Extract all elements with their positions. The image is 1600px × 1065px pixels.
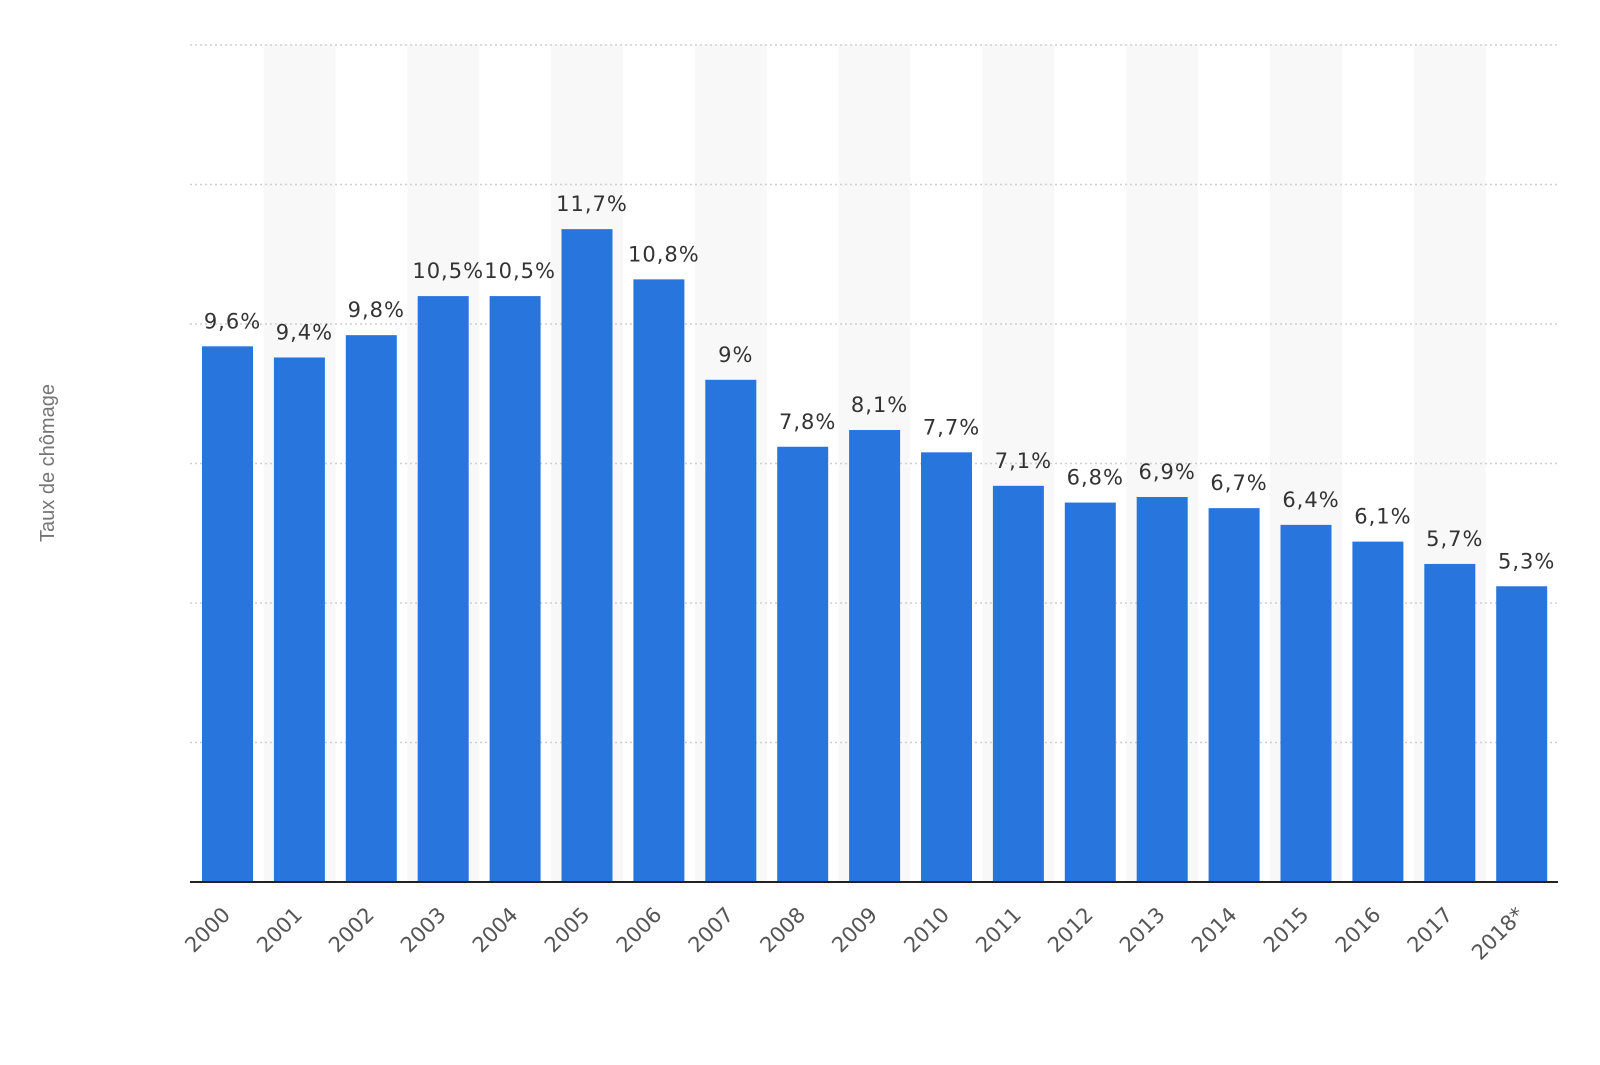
x-tick-label: 2017 (1403, 903, 1458, 958)
data-label: 11,7% (556, 192, 628, 216)
x-tick-label: 2007 (684, 903, 739, 958)
data-label: 6,8% (1067, 466, 1124, 490)
x-tick-label: 2015 (1259, 903, 1314, 958)
data-label: 9,6% (204, 309, 261, 333)
x-tick-label: 2012 (1043, 903, 1098, 958)
bar-2009[interactable] (849, 430, 901, 882)
data-label: 9,8% (348, 298, 405, 322)
data-label: 10,5% (412, 259, 484, 283)
data-label: 6,7% (1210, 471, 1267, 495)
bar-2001[interactable] (273, 357, 325, 883)
bar-2006[interactable] (633, 279, 685, 882)
bar-2016[interactable] (1352, 541, 1404, 882)
x-tick-label: 2000 (180, 903, 235, 958)
x-tick-label: 2006 (612, 903, 667, 958)
x-tick-label: 2003 (396, 903, 451, 958)
x-tick-label: 2011 (971, 903, 1026, 958)
data-label: 5,7% (1426, 527, 1483, 551)
data-label: 10,8% (628, 242, 700, 266)
data-label: 6,9% (1139, 460, 1196, 484)
x-tick-labels: 2000 2001 2002 2003 2004 2005 2006 2007 2008 2009… (180, 903, 1529, 965)
data-label: 8,1% (851, 393, 908, 417)
bar-2005[interactable] (561, 229, 613, 882)
bars (202, 229, 1548, 883)
data-label: 6,4% (1282, 488, 1339, 512)
x-tick-label: 2002 (324, 903, 379, 958)
bar-2011[interactable] (992, 485, 1044, 882)
bar-2002[interactable] (345, 335, 397, 882)
x-tick-label: 2001 (252, 903, 307, 958)
x-tick-label: 2008 (755, 903, 810, 958)
data-labels: 9,6% 9,4% 9,8% 10,5% 10,5% 11,7% 10,8% 9% 7,8% 8,… (204, 192, 1555, 573)
data-label: 6,1% (1354, 505, 1411, 529)
x-tick-label: 2018* (1467, 903, 1529, 965)
x-tick-label: 2009 (827, 903, 882, 958)
bar-2017[interactable] (1424, 563, 1476, 882)
bar-2000[interactable] (202, 346, 253, 882)
x-tick-label: 2016 (1331, 903, 1386, 958)
bar-2007[interactable] (705, 379, 757, 882)
bar-2012[interactable] (1064, 502, 1116, 882)
bar-2014[interactable] (1208, 508, 1260, 882)
x-tick-label: 2014 (1187, 903, 1242, 958)
y-axis-label: Taux de chômage (37, 384, 59, 542)
data-label: 7,1% (995, 449, 1052, 473)
bar-2004[interactable] (489, 296, 541, 883)
bar-2015[interactable] (1280, 524, 1332, 882)
x-tick-label: 2010 (899, 903, 954, 958)
bar-2010[interactable] (921, 452, 972, 882)
bar-2013[interactable] (1136, 496, 1188, 882)
data-label: 10,5% (484, 259, 556, 283)
data-label: 7,7% (923, 415, 980, 439)
data-label: 7,8% (779, 410, 836, 434)
bar-2008[interactable] (777, 446, 829, 882)
x-tick-label: 2013 (1115, 903, 1170, 958)
x-tick-label: 2004 (468, 903, 523, 958)
data-label: 9% (718, 343, 753, 367)
x-tick-label: 2005 (540, 903, 595, 958)
bar-2018[interactable] (1496, 586, 1548, 882)
bar-2003[interactable] (417, 296, 469, 883)
data-label: 9,4% (276, 320, 333, 344)
data-label: 5,3% (1498, 549, 1555, 573)
